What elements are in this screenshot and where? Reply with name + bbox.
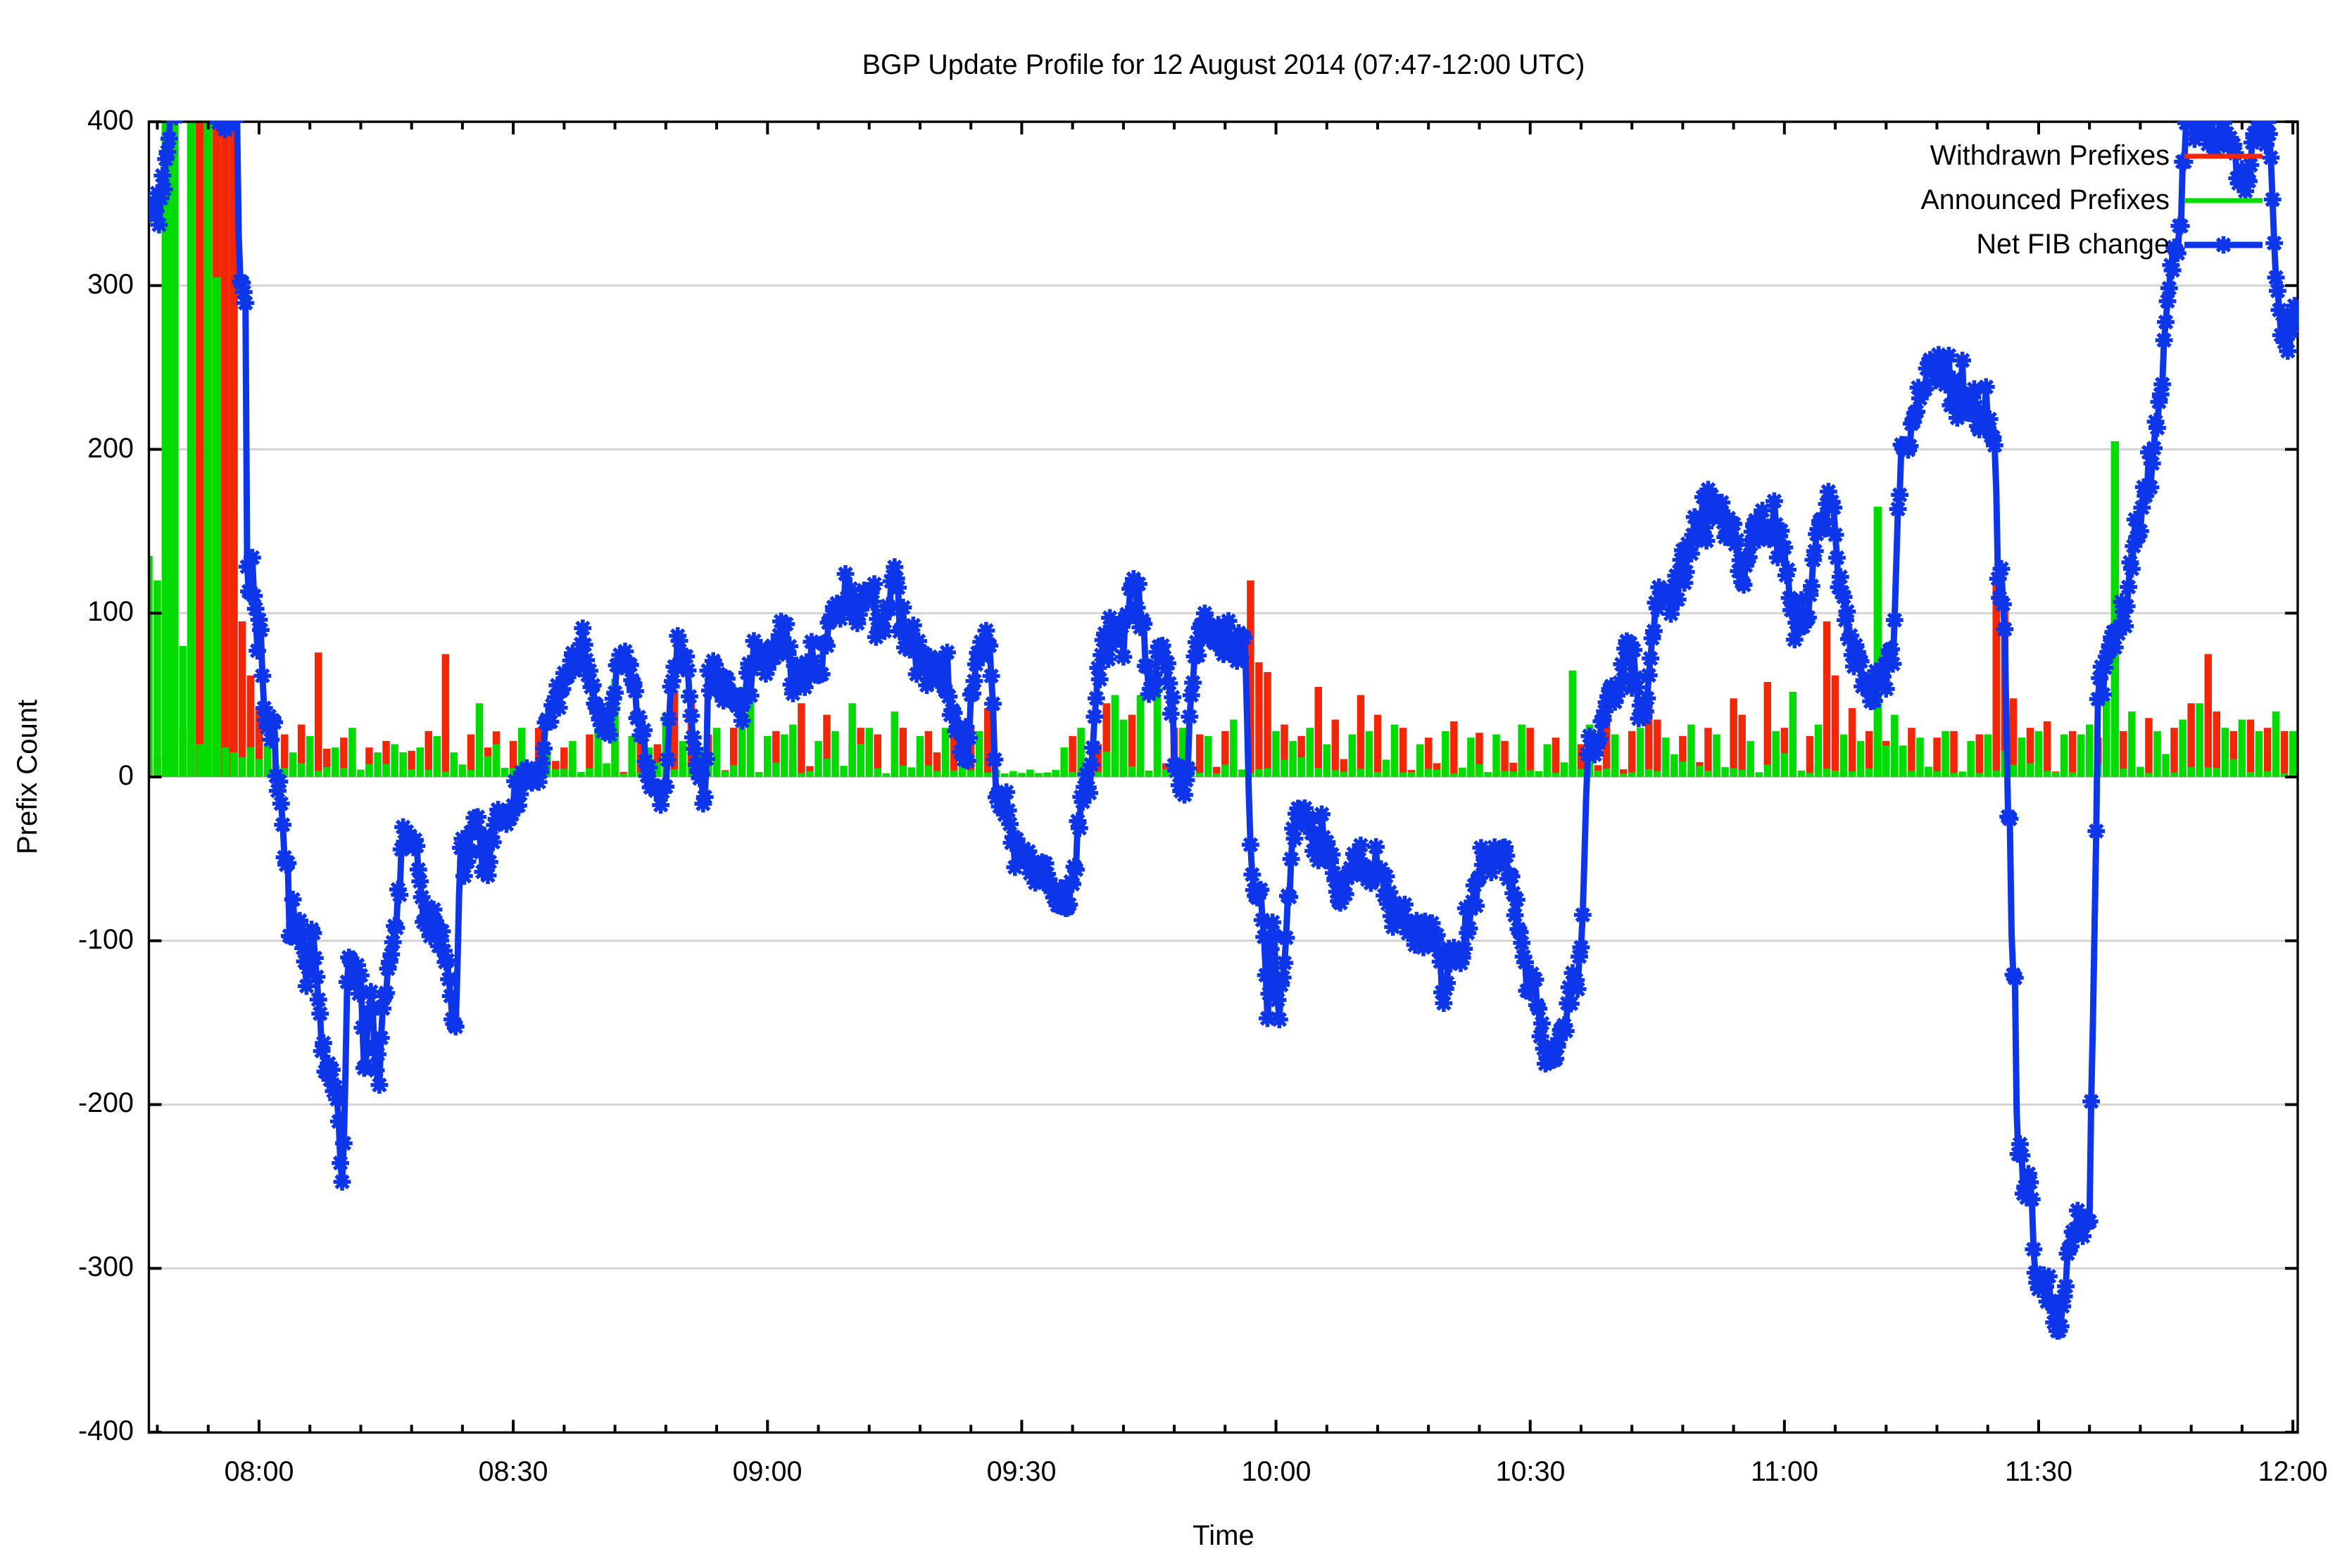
svg-text:-200: -200 [78, 1087, 134, 1118]
svg-text:400: 400 [87, 105, 134, 136]
svg-text:Announced Prefixes: Announced Prefixes [1920, 184, 2170, 215]
svg-text:10:30: 10:30 [1496, 1456, 1566, 1487]
svg-text:09:30: 09:30 [987, 1456, 1057, 1487]
svg-text:10:00: 10:00 [1242, 1456, 1311, 1487]
svg-text:Prefix Count: Prefix Count [12, 700, 43, 854]
svg-text:11:30: 11:30 [2005, 1456, 2072, 1487]
svg-text:-400: -400 [78, 1415, 134, 1446]
svg-text:100: 100 [87, 596, 134, 627]
svg-text:-300: -300 [78, 1251, 134, 1282]
svg-text:09:00: 09:00 [733, 1456, 803, 1487]
svg-text:300: 300 [87, 269, 134, 300]
svg-text:11:00: 11:00 [1751, 1456, 1818, 1487]
svg-text:08:00: 08:00 [225, 1456, 294, 1487]
svg-text:200: 200 [87, 433, 134, 464]
svg-text:08:30: 08:30 [479, 1456, 548, 1487]
svg-text:Time: Time [1193, 1520, 1254, 1551]
svg-text:0: 0 [118, 760, 134, 791]
svg-text:-100: -100 [78, 924, 134, 955]
svg-text:Withdrawn Prefixes: Withdrawn Prefixes [1930, 140, 2170, 171]
svg-text:Net FIB change: Net FIB change [1977, 229, 2170, 260]
svg-text:BGP Update Profile for 12 Augu: BGP Update Profile for 12 August 2014 (0… [862, 49, 1585, 80]
svg-text:12:00: 12:00 [2258, 1456, 2328, 1487]
